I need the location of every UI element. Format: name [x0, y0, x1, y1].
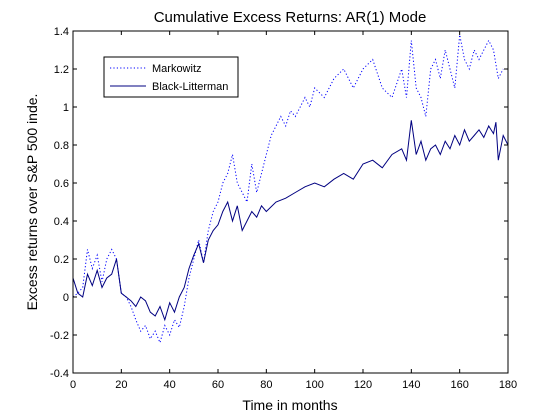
x-tick-label: 0 — [70, 379, 76, 391]
y-tick-label: 0.8 — [54, 140, 69, 152]
legend: Markowitz Black-Litterman — [103, 56, 239, 98]
series-line-markowitz — [72, 34, 504, 345]
chart-title: Cumulative Excess Returns: AR(1) Mode — [154, 9, 427, 26]
x-tick-label: 120 — [354, 379, 372, 391]
y-tick-label: 0.2 — [54, 254, 69, 266]
x-axis-label: Time in months — [242, 397, 337, 413]
x-tick-label: 60 — [212, 379, 224, 391]
legend-box — [103, 56, 239, 98]
y-tick-label: 1 — [63, 102, 69, 114]
plot-border — [72, 30, 509, 374]
legend-label-markowitz: Markowitz — [152, 63, 202, 75]
y-tick-label: -0.4 — [50, 368, 69, 380]
series-layer — [72, 34, 509, 345]
y-tick-label: 0.4 — [54, 216, 69, 228]
y-axis-ticks: -0.4 -0.2 0 0.2 0.4 0.6 0.8 1 1.2 1.4 — [50, 26, 508, 380]
y-tick-label: 0 — [63, 292, 69, 304]
y-axis-label: Excess returns over S&P 500 inde. — [24, 94, 40, 311]
x-tick-label: 80 — [260, 379, 272, 391]
x-axis-ticks: 0 20 40 60 80 100 120 140 160 180 — [70, 31, 517, 391]
y-tick-label: 1.2 — [54, 64, 69, 76]
y-tick-label: -0.2 — [50, 330, 69, 342]
plot-frame — [72, 30, 509, 374]
x-tick-label: 40 — [164, 379, 176, 391]
series-line-black-litterman — [72, 120, 509, 322]
x-tick-label: 140 — [402, 379, 420, 391]
y-tick-label: 0.6 — [54, 178, 69, 190]
x-tick-label: 20 — [115, 379, 127, 391]
x-tick-label: 100 — [305, 379, 323, 391]
legend-label-black-litterman: Black-Litterman — [152, 81, 228, 93]
y-tick-label: 1.4 — [54, 26, 69, 38]
x-tick-label: 180 — [499, 379, 517, 391]
x-tick-label: 160 — [450, 379, 468, 391]
